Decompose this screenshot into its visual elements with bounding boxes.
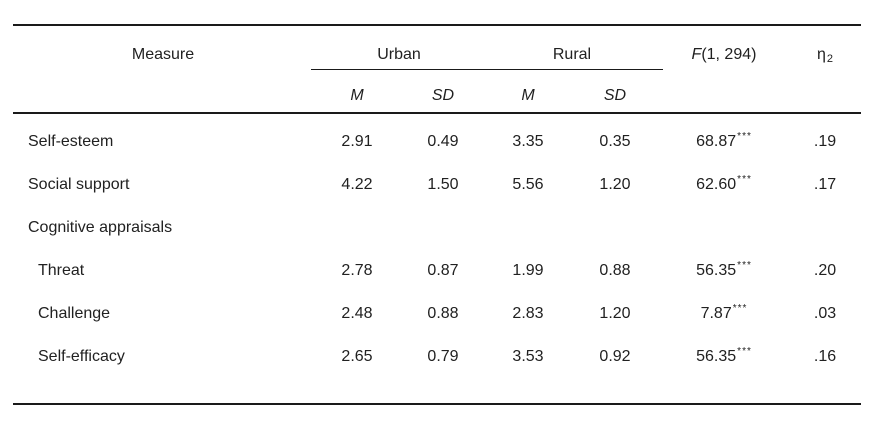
f-value: 68.87 — [696, 132, 737, 150]
f-stat-cell: 7.87 *** — [700, 302, 748, 322]
urban-mean-cell: 2.78 — [341, 261, 373, 279]
rural-sd-cell: 0.35 — [599, 132, 631, 150]
column-header-rural-mean: M — [521, 87, 535, 104]
column-header-f-stat: F (1, 294) — [659, 24, 789, 69]
f-df-args: (1, 294) — [701, 46, 757, 63]
rural-mean-cell: 3.35 — [512, 132, 544, 150]
group-header-rural: Rural — [552, 46, 592, 63]
f-stat-cell: 56.35 *** — [696, 259, 752, 279]
top-rule — [13, 24, 861, 26]
row-label: Cognitive appraisals — [28, 218, 173, 236]
urban-mean-cell — [313, 206, 401, 249]
header-spacer-cell — [13, 69, 313, 112]
column-header-measure: Measure — [131, 46, 195, 63]
eta-squared-cell: .17 — [813, 175, 837, 193]
f-value: 56.35 — [696, 261, 737, 279]
header-spacer-cell — [789, 69, 861, 112]
f-stat-cell — [659, 206, 789, 249]
rural-sd-cell — [571, 206, 659, 249]
row-label: Social support — [28, 175, 130, 193]
rural-sd-cell: 0.92 — [599, 347, 631, 365]
eta-squared-cell — [789, 206, 861, 249]
column-header-urban-sd: SD — [431, 87, 455, 104]
body-top-spacer — [13, 112, 861, 120]
group-span-rule — [311, 69, 663, 70]
eta-squared-cell: .20 — [813, 261, 837, 279]
f-stat-cell: 68.87 *** — [696, 130, 752, 150]
urban-sd-cell: 0.79 — [427, 347, 459, 365]
f-symbol: F — [691, 46, 702, 63]
group-header-urban: Urban — [377, 46, 421, 63]
f-value: 7.87 — [700, 304, 732, 322]
rural-sd-cell: 0.88 — [599, 261, 631, 279]
rural-sd-cell: 1.20 — [599, 175, 631, 193]
urban-sd-cell: 0.87 — [427, 261, 459, 279]
eta-squared-cell: .16 — [813, 347, 837, 365]
rural-mean-cell — [485, 206, 571, 249]
urban-mean-cell: 2.65 — [341, 347, 373, 365]
urban-mean-cell: 4.22 — [341, 175, 373, 193]
urban-sd-cell: 0.88 — [427, 304, 459, 322]
rural-sd-cell: 1.20 — [599, 304, 631, 322]
rural-mean-cell: 1.99 — [512, 261, 544, 279]
rural-mean-cell: 2.83 — [512, 304, 544, 322]
urban-sd-cell: 1.50 — [427, 175, 459, 193]
f-value: 56.35 — [696, 347, 737, 365]
f-stat-cell: 56.35 *** — [696, 345, 752, 365]
urban-sd-cell: 0.49 — [427, 132, 459, 150]
rural-mean-cell: 3.53 — [512, 347, 544, 365]
column-header-urban-mean: M — [350, 87, 364, 104]
row-label: Self-esteem — [28, 132, 114, 150]
eta-squared-cell: .19 — [813, 132, 837, 150]
header-spacer-cell — [659, 69, 789, 112]
rural-mean-cell: 5.56 — [512, 175, 544, 193]
row-label: Challenge — [38, 304, 111, 322]
column-header-rule — [13, 112, 861, 114]
urban-sd-cell — [401, 206, 485, 249]
row-label: Self-efficacy — [38, 347, 125, 365]
eta-squared-cell: .03 — [813, 304, 837, 322]
f-stat-cell: 62.60 *** — [696, 173, 752, 193]
eta-symbol: η — [816, 46, 826, 63]
column-header-rural-sd: SD — [603, 87, 627, 104]
bottom-rule — [13, 403, 861, 405]
row-label: Threat — [38, 261, 85, 279]
f-value: 62.60 — [696, 175, 737, 193]
urban-mean-cell: 2.91 — [341, 132, 373, 150]
urban-mean-cell: 2.48 — [341, 304, 373, 322]
